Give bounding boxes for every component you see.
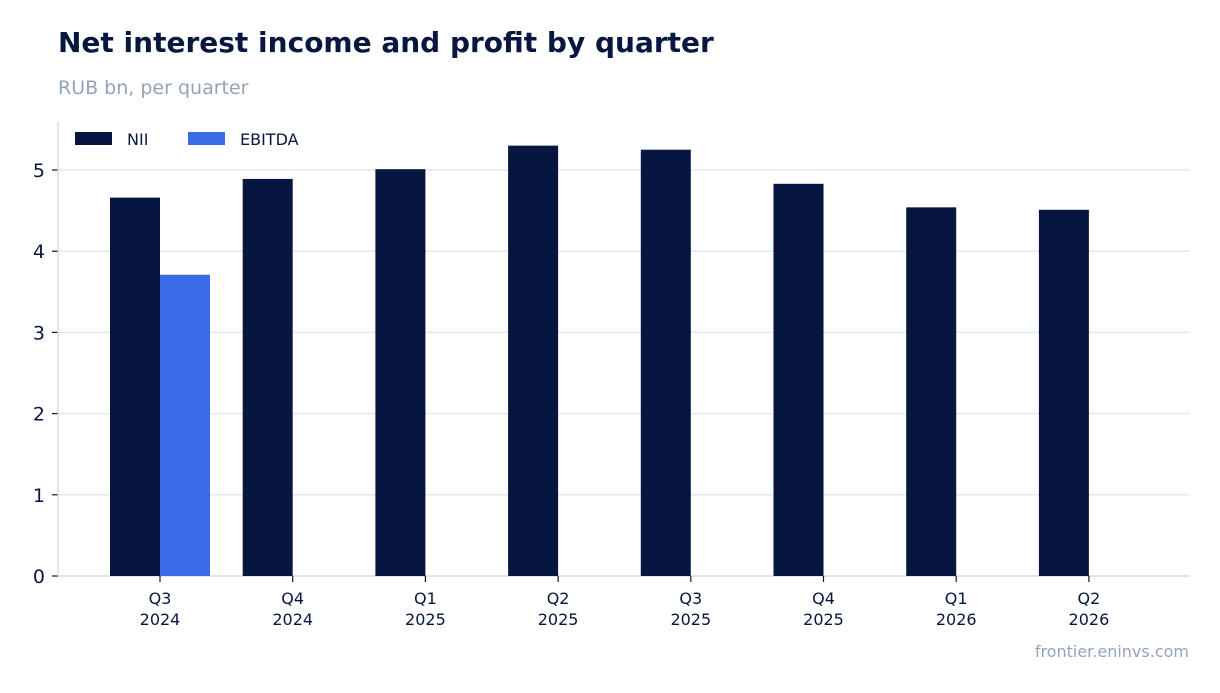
x-tick-label-year: 2025 <box>405 610 446 629</box>
x-tick-label-quarter: Q2 <box>1078 589 1101 608</box>
bar-nii-q4-2025 <box>773 183 824 576</box>
chart-subtitle: RUB bn, per quarter <box>58 77 249 99</box>
bar-nii-q1-2025 <box>375 169 426 577</box>
y-tick-label: 5 <box>33 160 45 182</box>
chart-title: Net interest income and profit by quarte… <box>58 26 714 59</box>
bar-nii-q2-2026 <box>1038 209 1089 576</box>
x-tick-label-quarter: Q1 <box>414 589 437 608</box>
x-tick-label-year: 2024 <box>272 610 313 629</box>
x-tick-label-year: 2026 <box>1069 610 1110 629</box>
y-tick-label: 3 <box>33 322 45 344</box>
x-tick-label-quarter: Q1 <box>945 589 968 608</box>
y-tick-label: 2 <box>33 404 45 426</box>
x-tick-label-year: 2026 <box>936 610 977 629</box>
legend-swatch-nii <box>75 132 112 145</box>
bar-nii-q3-2024 <box>110 197 160 576</box>
bar-ebitda-q3-2024 <box>160 274 210 576</box>
x-tick-label-year: 2025 <box>670 610 711 629</box>
y-tick-label: 0 <box>33 566 45 588</box>
bar-nii-q4-2024 <box>242 178 293 576</box>
x-tick-label-year: 2024 <box>140 610 181 629</box>
legend-swatch-ebitda <box>188 132 225 145</box>
x-tick-label-quarter: Q3 <box>149 589 172 608</box>
bar-nii-q3-2025 <box>640 149 691 576</box>
x-tick-label-quarter: Q4 <box>281 589 304 608</box>
x-tick-label-year: 2025 <box>538 610 579 629</box>
x-tick-label-year: 2025 <box>803 610 844 629</box>
y-tick-label: 4 <box>33 241 45 263</box>
legend-label-ebitda: EBITDA <box>240 130 299 149</box>
bar-nii-q1-2026 <box>906 207 957 577</box>
y-tick-label: 1 <box>33 485 45 507</box>
x-tick-label-quarter: Q2 <box>547 589 570 608</box>
bar-nii-q2-2025 <box>508 145 559 576</box>
legend-label-nii: NII <box>127 130 148 149</box>
x-tick-label-quarter: Q4 <box>812 589 835 608</box>
x-tick-label-quarter: Q3 <box>679 589 702 608</box>
source-credit: frontier.eninvs.com <box>1034 642 1189 661</box>
